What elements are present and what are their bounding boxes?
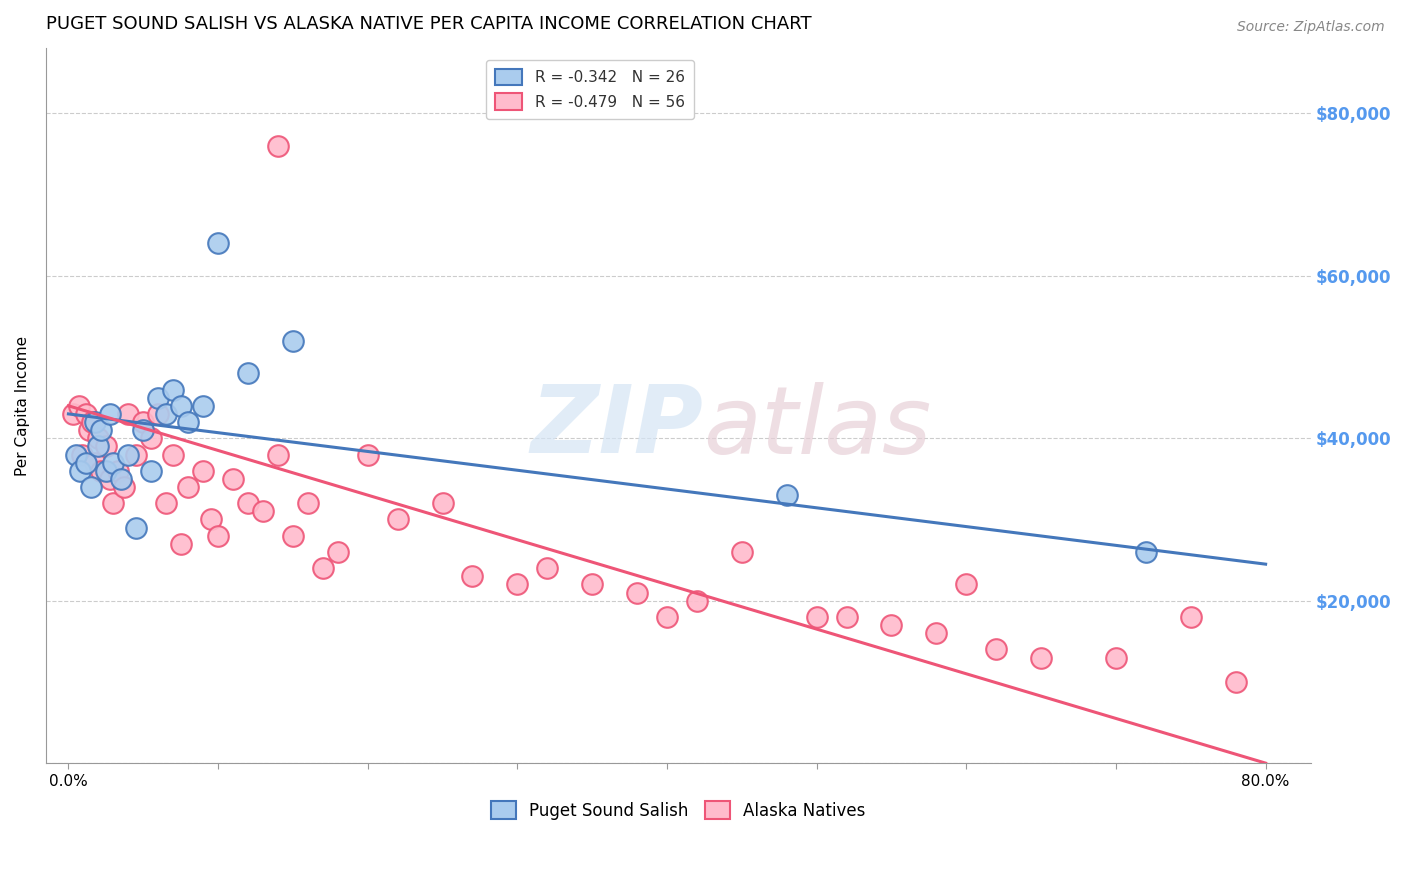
Point	[65, 448, 87, 462]
Point	[835, 610, 858, 624]
Legend: Puget Sound Salish, Alaska Natives: Puget Sound Salish, Alaska Natives	[484, 795, 873, 826]
Point	[806, 610, 828, 624]
Point	[103, 456, 125, 470]
Point	[162, 448, 184, 462]
Point	[125, 448, 148, 462]
Point	[1135, 545, 1157, 559]
Point	[626, 585, 648, 599]
Point	[110, 472, 132, 486]
Point	[731, 545, 754, 559]
Point	[98, 407, 121, 421]
Point	[169, 399, 191, 413]
Point	[148, 407, 170, 421]
Point	[776, 488, 799, 502]
Point	[90, 423, 112, 437]
Point	[98, 472, 121, 486]
Point	[357, 448, 380, 462]
Point	[70, 448, 93, 462]
Point	[387, 512, 409, 526]
Point	[177, 480, 200, 494]
Point	[461, 569, 484, 583]
Point	[1225, 674, 1247, 689]
Point	[139, 464, 162, 478]
Point	[80, 480, 103, 494]
Text: Source: ZipAtlas.com: Source: ZipAtlas.com	[1237, 20, 1385, 34]
Point	[686, 593, 709, 607]
Point	[117, 407, 139, 421]
Point	[207, 529, 229, 543]
Point	[79, 423, 101, 437]
Point	[326, 545, 349, 559]
Point	[82, 415, 104, 429]
Point	[236, 366, 259, 380]
Point	[84, 415, 107, 429]
Point	[75, 456, 97, 470]
Point	[267, 139, 290, 153]
Point	[87, 431, 110, 445]
Point	[69, 464, 91, 478]
Point	[177, 415, 200, 429]
Point	[94, 464, 117, 478]
Point	[1105, 650, 1128, 665]
Point	[536, 561, 558, 575]
Point	[139, 431, 162, 445]
Point	[117, 448, 139, 462]
Point	[155, 407, 177, 421]
Point	[112, 480, 135, 494]
Point	[297, 496, 319, 510]
Point	[267, 448, 290, 462]
Point	[107, 464, 129, 478]
Point	[67, 399, 90, 413]
Point	[432, 496, 454, 510]
Point	[162, 383, 184, 397]
Point	[236, 496, 259, 510]
Point	[75, 407, 97, 421]
Point	[986, 642, 1008, 657]
Text: PUGET SOUND SALISH VS ALASKA NATIVE PER CAPITA INCOME CORRELATION CHART: PUGET SOUND SALISH VS ALASKA NATIVE PER …	[46, 15, 811, 33]
Point	[506, 577, 529, 591]
Point	[62, 407, 84, 421]
Point	[155, 496, 177, 510]
Y-axis label: Per Capita Income: Per Capita Income	[15, 335, 30, 475]
Point	[87, 439, 110, 453]
Point	[84, 456, 107, 470]
Point	[132, 415, 155, 429]
Point	[191, 464, 214, 478]
Point	[169, 537, 191, 551]
Point	[1031, 650, 1053, 665]
Point	[222, 472, 245, 486]
Point	[94, 439, 117, 453]
Point	[281, 529, 304, 543]
Point	[200, 512, 222, 526]
Point	[955, 577, 977, 591]
Point	[925, 626, 948, 640]
Point	[207, 236, 229, 251]
Point	[655, 610, 678, 624]
Text: atlas: atlas	[703, 382, 932, 473]
Point	[148, 391, 170, 405]
Point	[90, 464, 112, 478]
Point	[125, 520, 148, 534]
Point	[581, 577, 603, 591]
Point	[1180, 610, 1202, 624]
Point	[191, 399, 214, 413]
Text: ZIP: ZIP	[530, 381, 703, 474]
Point	[880, 618, 903, 632]
Point	[252, 504, 274, 518]
Point	[312, 561, 335, 575]
Point	[281, 334, 304, 348]
Point	[132, 423, 155, 437]
Point	[103, 496, 125, 510]
